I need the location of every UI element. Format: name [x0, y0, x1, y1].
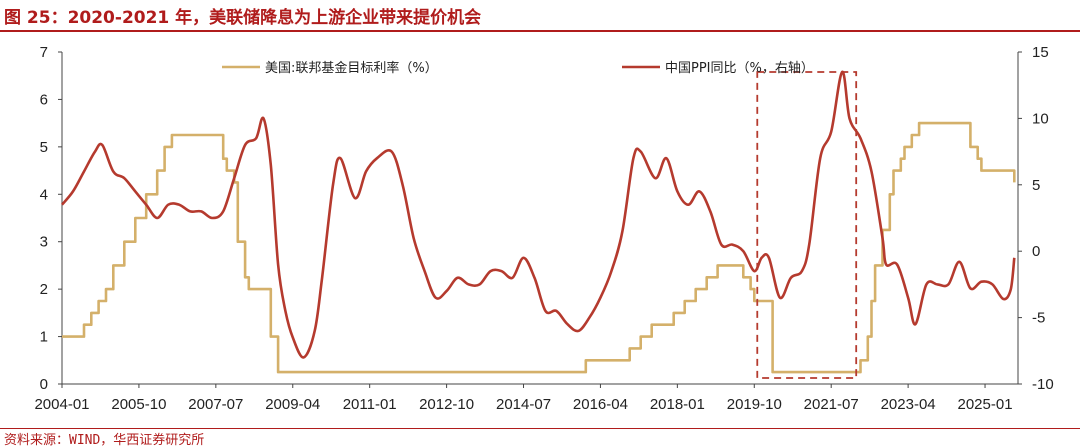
x-tick-label: 2011-01 — [343, 396, 397, 413]
chart-axes: 0 1 2 3 4 5 6 7 -10 -5 0 5 10 15 2004-01 2005-10 2007-07… — [34, 44, 1053, 413]
left-tick-label: 7 — [40, 44, 48, 61]
x-tick-label: 2014-07 — [496, 396, 551, 413]
x-tick-label: 2025-01 — [958, 396, 1013, 413]
legend-fed-label: 美国:联邦基金目标利率（%） — [265, 60, 438, 76]
x-tick-label: 2012-10 — [419, 396, 474, 413]
x-tick-label: 2018-01 — [650, 396, 705, 413]
left-tick-label: 0 — [40, 376, 48, 393]
x-tick-label: 2016-04 — [573, 396, 628, 413]
title-rule — [0, 30, 1080, 32]
x-tick-label: 2004-01 — [34, 396, 89, 413]
x-tick-label: 2005-10 — [111, 396, 166, 413]
right-tick-label: 5 — [1032, 177, 1040, 194]
left-tick-label: 3 — [40, 234, 48, 251]
source-rule — [0, 428, 1080, 429]
right-tick-label: 15 — [1032, 44, 1049, 61]
china-ppi-line — [60, 70, 1016, 359]
left-tick-label: 6 — [40, 91, 48, 108]
fed-funds-rate-line — [62, 121, 1016, 374]
right-tick-label: -5 — [1032, 310, 1045, 327]
left-tick-label: 5 — [40, 139, 48, 156]
figure-title: 图 25：2020-2021 年，美联储降息为上游企业带来提价机会 — [4, 8, 482, 28]
legend-ppi-label: 中国PPI同比（%，右轴） — [665, 61, 814, 76]
chart-legend: 美国:联邦基金目标利率（%） 中国PPI同比（%，右轴） — [222, 60, 814, 76]
right-tick-label: -10 — [1032, 376, 1054, 393]
x-tick-label: 2007-07 — [188, 396, 243, 413]
chart-annotation — [756, 71, 858, 379]
x-tick-label: 2023-04 — [881, 396, 936, 413]
left-tick-label: 1 — [40, 329, 48, 346]
chart-series — [60, 70, 1016, 374]
left-tick-label: 2 — [40, 281, 48, 298]
x-tick-label: 2019-10 — [727, 396, 782, 413]
highlight-dashed-box — [756, 71, 858, 379]
right-tick-label: 10 — [1032, 110, 1049, 127]
left-tick-label: 4 — [40, 186, 48, 203]
right-tick-label: 0 — [1032, 243, 1040, 260]
source-note: 资料来源：WIND，华西证券研究所 — [4, 433, 205, 448]
x-tick-label: 2021-07 — [804, 396, 859, 413]
x-tick-label: 2009-04 — [265, 396, 320, 413]
